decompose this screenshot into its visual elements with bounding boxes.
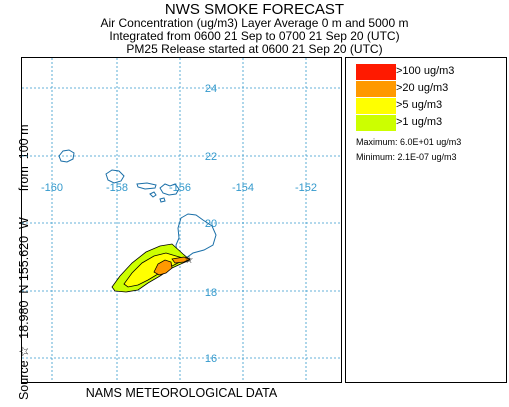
lon-label-152: -152 [295, 182, 317, 194]
maximum-value: Maximum: 6.0E+01 ug/m3 [356, 137, 462, 147]
plume-gt20-tail [171, 256, 191, 264]
lon-label-156: -156 [169, 182, 191, 194]
map-frame [21, 57, 342, 383]
footer-data-source: NAMS METEOROLOGICAL DATA [85, 386, 278, 400]
legend-label: >20 ug/m3 [396, 82, 449, 94]
coast-big-island [175, 213, 217, 261]
lat-label-20: 20 [205, 218, 217, 230]
plume-gt20 [153, 259, 173, 276]
lon-label-160: -160 [41, 182, 63, 194]
concentration-subtitle: Air Concentration (ug/m3) Layer Average … [100, 16, 409, 30]
smoke-plume [111, 243, 191, 293]
legend-frame [345, 57, 507, 383]
source-marker-icon: ☆ [185, 255, 194, 266]
lon-labels: -160 -158 -156 -154 -152 [41, 182, 317, 194]
coast-maui [159, 183, 180, 196]
legend-swatch [356, 81, 396, 97]
lat-labels: 24 22 20 18 16 [205, 83, 217, 365]
legend-swatch [356, 115, 396, 131]
coastlines [58, 149, 217, 261]
coast-lanai [149, 191, 157, 198]
coast-molokai [136, 182, 157, 190]
lat-label-16: 16 [205, 353, 217, 365]
integration-period: Integrated from 0600 21 Sep to 0700 21 S… [109, 29, 400, 43]
smoke-map: 24 22 20 18 16 -160 -158 -156 -154 -152 … [22, 58, 341, 382]
legend-swatch [356, 64, 396, 80]
lat-label-18: 18 [205, 287, 217, 299]
minimum-value: Minimum: 2.1E-07 ug/m3 [356, 152, 457, 162]
forecast-title: NWS SMOKE FORECAST [164, 1, 345, 18]
coast-oahu [105, 169, 125, 184]
coast-niihau-kauai [58, 149, 75, 163]
lat-label-22: 22 [205, 151, 217, 163]
lon-label-154: -154 [232, 182, 254, 194]
legend-label: >1 ug/m3 [396, 116, 443, 128]
source-side-label: Source ☆ 18.980 N 155.620 Wfrom 100 m [2, 27, 31, 407]
lat-label-24: 24 [205, 83, 217, 95]
grid-lines [22, 58, 341, 382]
release-info: PM25 Release started at 0600 21 Sep 20 (… [126, 42, 383, 56]
legend-swatch [356, 98, 396, 114]
legend-label: >5 ug/m3 [396, 99, 443, 111]
lon-label-158: -158 [106, 182, 128, 194]
legend-label: >100 ug/m3 [396, 65, 455, 77]
coast-kahoolawe [159, 197, 166, 203]
